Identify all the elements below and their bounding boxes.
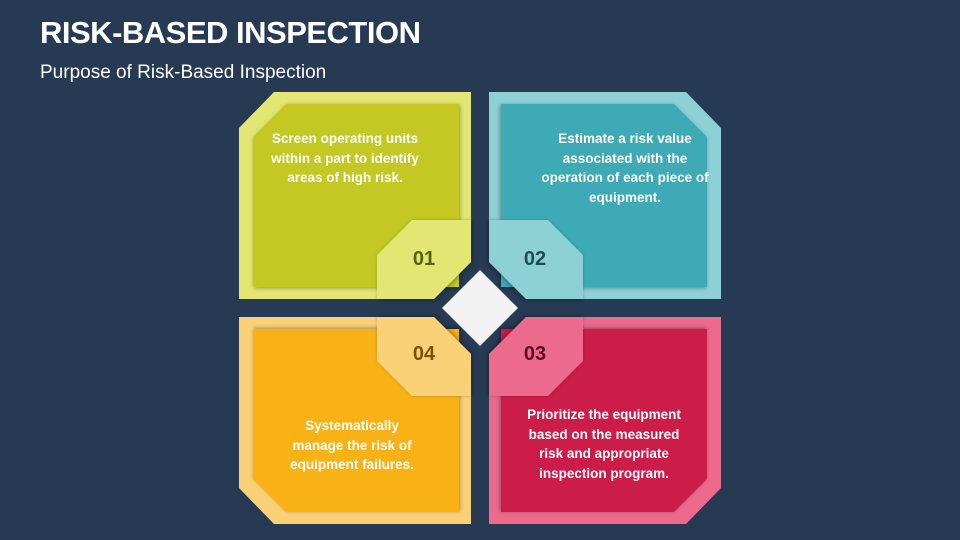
center-diamond: [442, 270, 518, 346]
number-badge: [377, 220, 471, 299]
quadrant-02-text: Estimate a risk value associated with th…: [541, 131, 709, 205]
quadrant-03: [489, 317, 721, 524]
quadrant-03-number: 03: [523, 343, 547, 365]
quadrant-01-text: Screen operating units within a part to …: [271, 131, 419, 185]
quadrant-02-number: 02: [523, 248, 547, 270]
quadrant-03-text: Prioritize the equipment based on the me…: [527, 407, 681, 481]
quadrant-04-text: Systematically manage the risk of equipm…: [290, 418, 414, 472]
quadrant-04-number: 04: [412, 343, 436, 365]
quadrant-01-number: 01: [412, 248, 436, 270]
quadrant-01: [239, 92, 471, 299]
number-badge: [489, 220, 583, 299]
number-badge: [489, 317, 583, 396]
quadrant-04: [239, 317, 471, 524]
slide-subtitle: Purpose of Risk-Based Inspection: [40, 62, 327, 83]
quadrant-02: [489, 92, 721, 299]
slide-title: RISK-BASED INSPECTION: [40, 15, 421, 50]
number-badge: [377, 317, 471, 396]
